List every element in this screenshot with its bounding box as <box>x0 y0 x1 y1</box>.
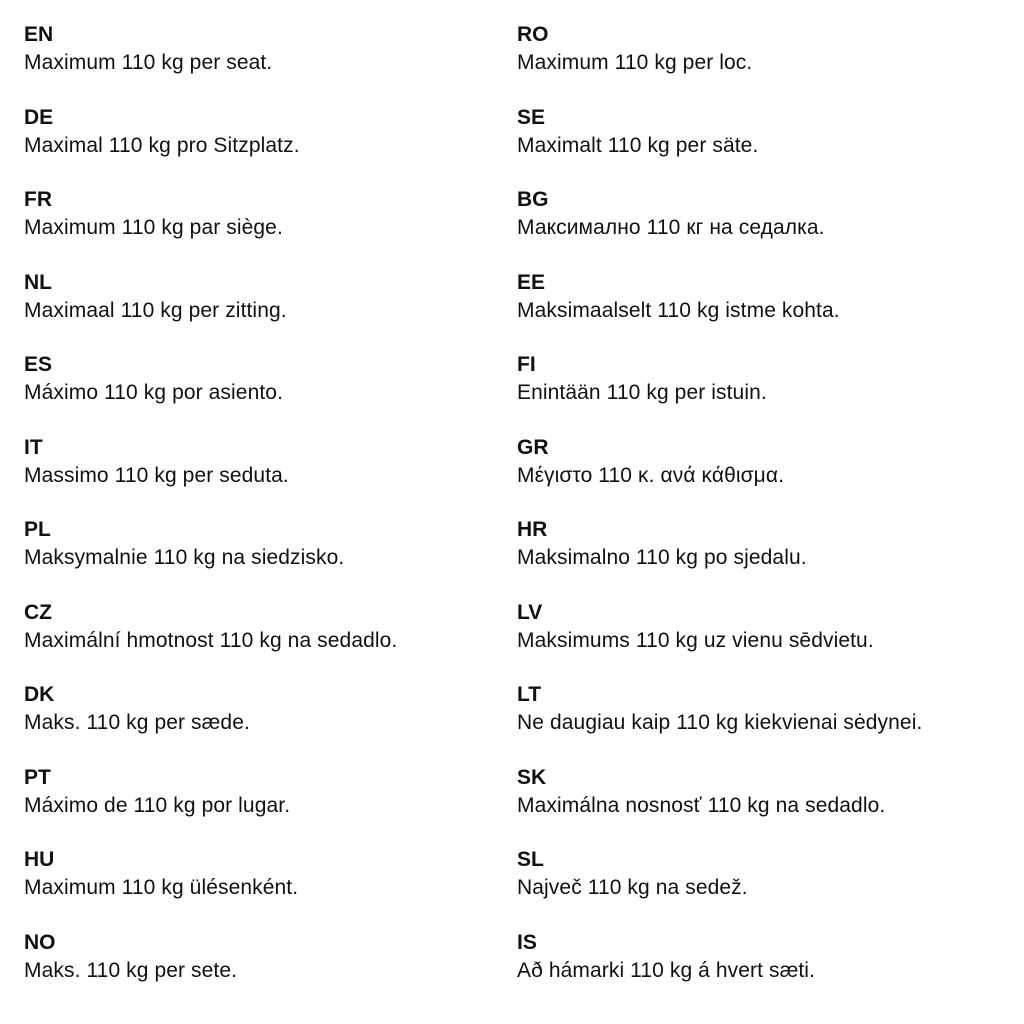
weight-limit-text: Máximo 110 kg por asiento. <box>24 381 284 404</box>
language-entry: EE Maksimaalselt 110 kg istme kohta. <box>517 270 997 353</box>
language-entry: NO Maks. 110 kg per sete. <box>24 930 504 1013</box>
language-code: FR <box>24 188 52 211</box>
weight-limit-text: Maximálna nosnosť 110 kg na sedadlo. <box>517 793 886 817</box>
weight-limit-text: Μέγιστο 110 κ. ανά κάθισμα. <box>517 463 785 487</box>
language-entry: PL Maksymalnie 110 kg na siedzisko. <box>24 517 504 600</box>
weight-limit-text: Максимално 110 кг на седалка. <box>517 216 825 239</box>
language-entry: GR Μέγιστο 110 κ. ανά κάθισμα. <box>517 435 997 518</box>
language-entry: LV Maksimums 110 kg uz vienu sēdvietu. <box>517 600 997 683</box>
weight-limit-text: Maximaal 110 kg per zitting. <box>24 298 287 322</box>
language-entry: LT Ne daugiau kaip 110 kg kiekvienai sėdy… <box>517 682 997 765</box>
language-entry: RO Maximum 110 kg per loc. <box>517 22 997 105</box>
language-code: FI <box>517 353 536 376</box>
language-entry: SE Maximalt 110 kg per säte. <box>517 105 997 188</box>
weight-limit-text: Največ 110 kg na sedež. <box>517 876 748 899</box>
language-code: ES <box>24 353 53 376</box>
language-entry: NL Maximaal 110 kg per zitting. <box>24 270 504 353</box>
weight-limit-text: Maximum 110 kg par siège. <box>24 216 283 239</box>
weight-limit-text: Að hámarki 110 kg á hvert sæti. <box>517 958 816 982</box>
left-column: EN Maximum 110 kg per seat. DE Maximal 110 … <box>24 22 504 1012</box>
language-entry: DE Maximal 110 kg pro Sitzplatz. <box>24 105 504 188</box>
weight-limit-text: Maximal 110 kg pro Sitzplatz. <box>24 133 300 157</box>
language-code: CZ <box>24 600 52 624</box>
language-code: HU <box>24 848 55 871</box>
weight-limit-text: Maksimaalselt 110 kg istme kohta. <box>517 298 840 322</box>
weight-limit-text: Enintään 110 kg per istuin. <box>517 381 767 404</box>
language-code: EN <box>24 23 54 46</box>
language-code: NO <box>24 930 56 954</box>
language-code: LT <box>517 683 542 706</box>
weight-limit-text: Maximum 110 kg ülésenként. <box>24 876 299 899</box>
language-code: SE <box>517 105 546 129</box>
weight-limit-text: Maksimums 110 kg uz vienu sēdvietu. <box>517 628 874 652</box>
weight-limit-text: Maximální hmotnost 110 kg na sedadlo. <box>24 628 398 652</box>
language-entry: BG Максимално 110 кг на седалка. <box>517 187 997 270</box>
language-entry: CZ Maximální hmotnost 110 kg na sedadlo. <box>24 600 504 683</box>
language-code: DK <box>24 683 55 706</box>
language-code: NL <box>24 270 52 294</box>
language-code: IS <box>517 930 537 954</box>
language-entry: PT Máximo de 110 kg por lugar. <box>24 765 504 848</box>
weight-limit-text: Maximum 110 kg per seat. <box>24 51 273 74</box>
language-code: PT <box>24 765 51 789</box>
language-code: SK <box>517 765 547 789</box>
language-code: IT <box>24 435 43 459</box>
weight-limit-text: Ne daugiau kaip 110 kg kiekvienai sėdyne… <box>517 711 923 734</box>
language-code: HR <box>517 518 548 541</box>
weight-limit-text: Maksymalnie 110 kg na siedzisko. <box>24 546 345 569</box>
right-column: RO Maximum 110 kg per loc. SE Maximalt 110 … <box>517 22 997 1012</box>
language-code: LV <box>517 600 543 624</box>
weight-limit-text: Maks. 110 kg per sæde. <box>24 711 250 734</box>
weight-limit-text: Massimo 110 kg per seduta. <box>24 463 289 487</box>
weight-limit-text: Maks. 110 kg per sete. <box>24 958 238 982</box>
language-code: EE <box>517 270 546 294</box>
language-entry: FI Enintään 110 kg per istuin. <box>517 352 997 435</box>
language-code: SL <box>517 848 544 871</box>
language-entry: HU Maximum 110 kg ülésenként. <box>24 847 504 930</box>
language-entry: ES Máximo 110 kg por asiento. <box>24 352 504 435</box>
language-entry: EN Maximum 110 kg per seat. <box>24 22 504 105</box>
weight-limit-text: Máximo de 110 kg por lugar. <box>24 793 291 817</box>
weight-limit-text: Maximum 110 kg per loc. <box>517 51 753 74</box>
language-entry: SL Največ 110 kg na sedež. <box>517 847 997 930</box>
language-entry: FR Maximum 110 kg par siège. <box>24 187 504 270</box>
language-code: DE <box>24 105 54 129</box>
language-code: GR <box>517 435 549 459</box>
weight-limit-text: Maximalt 110 kg per säte. <box>517 133 759 157</box>
language-entry: IT Massimo 110 kg per seduta. <box>24 435 504 518</box>
language-entry: IS Að hámarki 110 kg á hvert sæti. <box>517 930 997 1013</box>
language-entry: SK Maximálna nosnosť 110 kg na sedadlo. <box>517 765 997 848</box>
language-code: RO <box>517 23 549 46</box>
language-entry: HR Maksimalno 110 kg po sjedalu. <box>517 517 997 600</box>
weight-limit-text: Maksimalno 110 kg po sjedalu. <box>517 546 807 569</box>
language-code: PL <box>24 518 51 541</box>
language-entry: DK Maks. 110 kg per sæde. <box>24 682 504 765</box>
language-code: BG <box>517 188 549 211</box>
